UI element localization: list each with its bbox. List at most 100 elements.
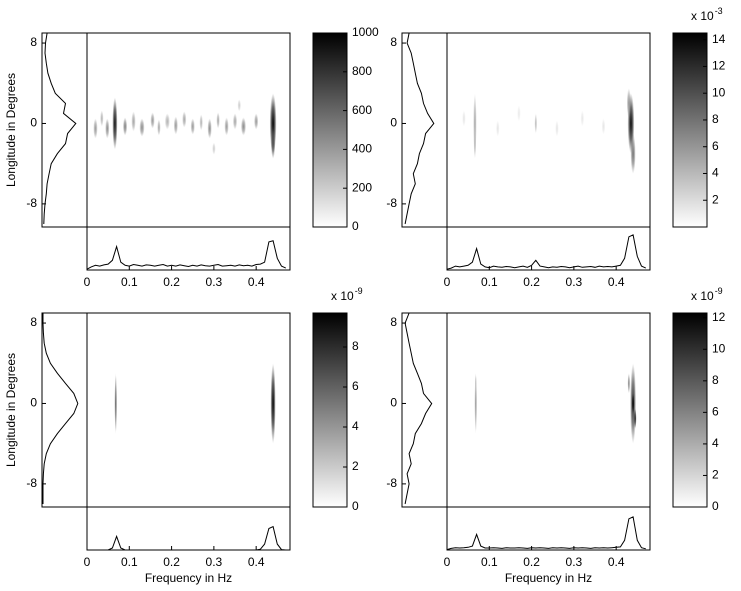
heat-blob [199,114,203,131]
heat-blob [164,113,170,130]
colorbar-tick-label: 2 [352,459,359,473]
lon-profile-box [401,32,448,228]
x-tick-label: 0.2 [163,555,180,569]
x-tick-label: 0.4 [608,555,625,569]
heat-blob [150,112,155,129]
heat-blob [173,116,178,135]
colorbar [312,32,348,228]
y-tick-label: -8 [386,476,397,490]
y-tick-label: 0 [390,116,397,130]
y-tick-label: -8 [386,196,397,210]
y-tick-label: 8 [30,35,37,49]
heat-blob [212,142,216,155]
colorbar-tick-label: 600 [352,103,372,117]
lon-profile-line [43,32,77,225]
x-tick-label: 0.2 [523,275,540,289]
x-tick-label: 0.4 [608,275,625,289]
y-axis-label: Longitude in Degrees [4,73,18,187]
colorbar-tick-label: 0 [712,499,719,513]
x-tick-label: 0.1 [121,555,138,569]
x-tick-label: 0.4 [248,555,265,569]
freq-profile-line [446,516,646,551]
x-tick-label: 0.3 [206,555,223,569]
y-tick-label: 0 [30,116,37,130]
heat-blob [112,97,118,150]
colorbar-tick-label: 6 [712,405,719,419]
heat-blob [462,110,466,127]
scale-base: x 10 [331,289,354,303]
heat-blob [139,118,145,137]
colorbar-tick-label: 12 [712,310,726,324]
x-tick-label: 0.1 [481,555,498,569]
colorbar [672,32,708,228]
heat-blob [555,120,559,137]
x-tick-label: 0 [84,275,91,289]
heat-blob [630,133,636,174]
heat-blob [190,118,195,135]
scale-exponent: -9 [355,286,363,296]
heat-blob [270,363,276,444]
x-tick-label: 0 [444,555,451,569]
x-tick-label: 0.1 [121,275,138,289]
x-tick-label: 0.1 [481,275,498,289]
colorbar [312,312,348,508]
heat-blob [601,118,606,135]
heat-blob [633,408,637,429]
colorbar-tick-label: 8 [352,339,359,353]
x-axis-label: Frequency in Hz [505,571,592,585]
heat-blob [517,105,521,122]
main-box [86,32,291,228]
freq-profile-line [87,525,286,551]
main-box [86,312,291,508]
y-tick-label: -8 [26,476,37,490]
colorbar-tick-label: 0 [352,499,359,513]
colorbar-tick-label: 6 [352,379,359,393]
freq-profile-line [86,240,287,270]
colorbar-scale: x 10-3 [691,6,723,23]
scale-base: x 10 [691,9,714,23]
colorbar-tick-label: 4 [712,166,719,180]
heat-blob [105,118,110,139]
y-tick-label: 8 [390,35,397,49]
freq-profile-box [86,226,291,271]
heat-blob [93,118,98,139]
x-tick-label: 0.3 [566,555,583,569]
y-axis-label: Longitude in Degrees [4,353,18,467]
heat-blob [270,128,276,159]
colorbar-tick-label: 14 [712,32,726,46]
colorbar-tick-label: 400 [352,142,372,156]
heat-blob [100,110,104,127]
colorbar [672,312,708,508]
colorbar-tick-label: 800 [352,64,372,78]
colorbar-tick-label: 12 [712,59,726,73]
x-tick-label: 0.2 [163,275,180,289]
heat-blob [114,373,118,434]
scale-exponent: -9 [715,286,723,296]
heat-blob [207,118,212,139]
colorbar-scale: x 10-9 [331,286,363,303]
heat-blob [474,373,477,394]
colorbar-tick-label: 8 [712,112,719,126]
colorbar-scale: x 10-9 [691,286,723,303]
lon-profile-box [41,32,88,228]
heat-blob [631,393,635,414]
lon-profile-box [41,312,88,508]
colorbar-tick-label: 2 [712,468,719,482]
colorbar-tick-label: 8 [712,373,719,387]
heat-blob [254,113,259,130]
colorbar-tick-label: 4 [712,436,719,450]
heat-blob [496,120,500,137]
y-tick-label: 8 [390,315,397,329]
heat-blob [131,111,136,132]
heat-blob [240,117,247,136]
colorbar-tick-label: 0 [352,219,359,233]
colorbar-tick-label: 6 [712,139,719,153]
x-tick-label: 0 [84,555,91,569]
x-tick-label: 0.3 [566,275,583,289]
colorbar-tick-label: 1000 [352,25,379,39]
heat-blob [216,112,220,129]
heat-blob [626,88,631,119]
heatmap [474,363,637,444]
y-tick-label: 0 [390,396,397,410]
